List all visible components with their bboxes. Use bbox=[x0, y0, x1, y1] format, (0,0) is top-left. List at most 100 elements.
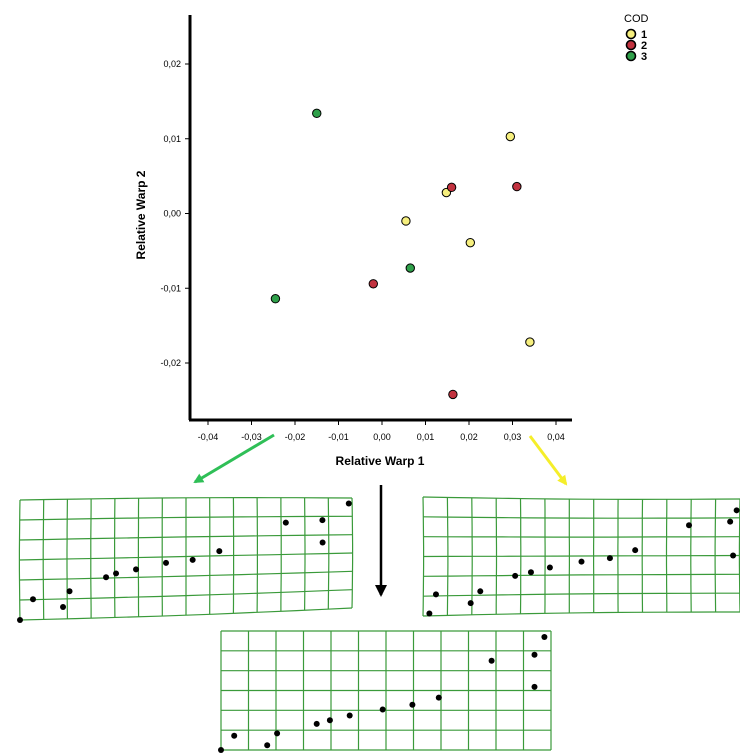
grid-line bbox=[19, 515, 353, 521]
landmark-point bbox=[426, 610, 433, 617]
landmark-point bbox=[512, 572, 519, 579]
landmark-point bbox=[345, 500, 352, 507]
grid-line bbox=[423, 516, 740, 519]
x-ticks: -0,04 -0,03 -0,02 -0,01 0,00 0,01 0,02 0,03 0,04 bbox=[198, 420, 565, 442]
x-tick-label: -0,03 bbox=[241, 432, 262, 442]
landmark-point bbox=[606, 555, 613, 562]
landmark-point bbox=[578, 558, 585, 565]
x-tick-label: -0,04 bbox=[198, 432, 219, 442]
landmark-point bbox=[218, 747, 224, 753]
landmark-point bbox=[488, 657, 495, 664]
landmark-point bbox=[133, 566, 140, 573]
y-tick-label: 0,01 bbox=[163, 134, 181, 144]
y-tick-label: 0,02 bbox=[163, 59, 181, 69]
landmark-point bbox=[113, 570, 120, 577]
negative-extreme-grid bbox=[17, 496, 354, 623]
grid-line bbox=[423, 554, 740, 558]
landmark-point bbox=[432, 591, 439, 598]
landmark-point bbox=[546, 564, 553, 571]
x-axis-label: Relative Warp 1 bbox=[336, 454, 425, 468]
landmark-point bbox=[282, 519, 289, 526]
scatter-plot: -0,04 -0,03 -0,02 -0,01 0,00 0,01 0,02 0,03 0,04… bbox=[134, 13, 649, 468]
landmark-point bbox=[189, 556, 196, 563]
landmark-point bbox=[686, 522, 693, 529]
landmark-point bbox=[60, 603, 67, 610]
landmark-point bbox=[313, 720, 320, 727]
grid-line bbox=[422, 496, 740, 501]
landmark-point bbox=[29, 596, 36, 603]
data-point-cod-2 bbox=[446, 182, 457, 193]
landmark-point bbox=[632, 547, 639, 554]
landmark-point bbox=[346, 712, 353, 719]
landmark-point bbox=[231, 732, 238, 739]
landmark-point bbox=[531, 651, 538, 658]
landmark-point bbox=[727, 518, 734, 525]
grid-line bbox=[422, 496, 425, 617]
data-point-cod-3 bbox=[405, 263, 415, 273]
x-tick-label: -0,01 bbox=[328, 432, 349, 442]
data-point-cod-1 bbox=[525, 337, 535, 347]
landmark-point bbox=[733, 507, 740, 514]
landmark-point bbox=[730, 552, 737, 559]
x-tick-label: 0,02 bbox=[460, 432, 478, 442]
legend-marker-3 bbox=[625, 50, 637, 62]
data-point-cod-2 bbox=[368, 279, 378, 289]
legend-label-1: 1 bbox=[641, 29, 647, 41]
landmark-point bbox=[527, 569, 534, 576]
landmark-point bbox=[274, 730, 281, 737]
landmark-point bbox=[531, 683, 538, 690]
landmark-point bbox=[319, 517, 326, 524]
grid-line bbox=[422, 611, 740, 617]
y-tick-label: 0,00 bbox=[163, 209, 181, 219]
grid-line bbox=[19, 496, 353, 501]
grid-line bbox=[423, 592, 740, 597]
green-arrow bbox=[193, 433, 275, 484]
data-point-cod-3 bbox=[312, 108, 322, 119]
data-point-cod-1 bbox=[401, 216, 411, 226]
consensus-grid bbox=[218, 630, 552, 753]
grid-line bbox=[19, 607, 353, 621]
data-point-cod-3 bbox=[270, 294, 281, 304]
landmark-point bbox=[409, 701, 416, 708]
legend: COD 123 bbox=[624, 13, 649, 63]
legend-title: COD bbox=[624, 13, 649, 25]
landmark-point bbox=[17, 617, 23, 623]
positive-extreme-grid bbox=[422, 496, 740, 617]
landmark-point bbox=[326, 717, 333, 724]
legend-marker-1 bbox=[625, 28, 637, 40]
landmark-point bbox=[477, 588, 484, 595]
landmark-point bbox=[435, 694, 442, 701]
y-ticks: 0,02 0,01 0,00 -0,01 -0,02 bbox=[160, 59, 190, 368]
x-tick-label: 0,00 bbox=[373, 432, 391, 442]
data-point-cod-1 bbox=[465, 237, 476, 248]
x-tick-label: -0,02 bbox=[285, 432, 306, 442]
landmark-point bbox=[467, 600, 474, 607]
grid-line bbox=[19, 570, 353, 581]
y-tick-label: -0,01 bbox=[160, 283, 181, 293]
landmark-point bbox=[216, 548, 223, 555]
grid-line bbox=[19, 552, 353, 561]
data-point-cod-1 bbox=[505, 131, 516, 142]
x-tick-label: 0,04 bbox=[547, 432, 565, 442]
landmark-point bbox=[103, 574, 110, 581]
yellow-arrow bbox=[528, 435, 568, 486]
x-tick-label: 0,01 bbox=[417, 432, 435, 442]
landmark-point bbox=[264, 742, 271, 749]
y-tick-label: -0,02 bbox=[160, 358, 181, 368]
grid-line bbox=[423, 573, 740, 577]
landmark-point bbox=[66, 588, 73, 595]
grid-line bbox=[19, 589, 353, 601]
landmark-point bbox=[319, 539, 326, 546]
landmark-point bbox=[541, 633, 548, 640]
data-point-cod-2 bbox=[512, 181, 522, 192]
legend-label-2: 2 bbox=[641, 40, 647, 52]
landmark-point bbox=[379, 706, 386, 713]
legend-marker-2 bbox=[625, 39, 637, 51]
data-points bbox=[270, 108, 535, 400]
landmark-point bbox=[163, 559, 170, 566]
grid-line bbox=[19, 534, 353, 541]
data-point-cod-2 bbox=[448, 389, 458, 400]
y-axis-label: Relative Warp 2 bbox=[134, 170, 148, 259]
legend-label-3: 3 bbox=[641, 51, 647, 63]
